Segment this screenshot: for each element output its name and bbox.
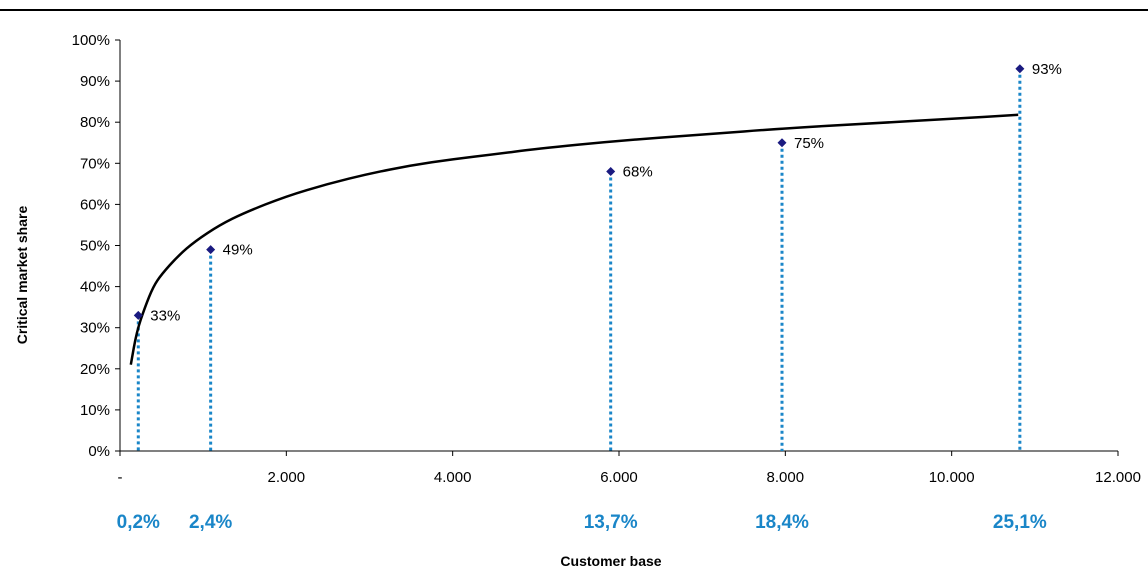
y-tick-label: 0%	[88, 443, 110, 460]
y-tick-label: 20%	[80, 361, 110, 378]
y-axis-title: Critical market share	[14, 206, 30, 345]
share-label: 13,7%	[584, 512, 638, 533]
data-point-marker	[777, 138, 787, 148]
data-label: 49%	[223, 242, 253, 259]
x-tick-label: 12.000	[1095, 469, 1141, 486]
data-label: 93%	[1032, 61, 1062, 78]
share-label: 18,4%	[755, 512, 809, 533]
data-point-marker	[1015, 64, 1025, 74]
share-label: 25,1%	[993, 512, 1047, 533]
x-tick-label: 4.000	[434, 469, 472, 486]
x-tick-label: 8.000	[767, 469, 805, 486]
y-tick-label: 70%	[80, 155, 110, 172]
trend-curve	[129, 113, 1019, 365]
data-label: 75%	[794, 135, 824, 152]
x-tick-label: -	[118, 469, 123, 486]
data-point-marker	[133, 310, 143, 320]
y-tick-label: 90%	[80, 73, 110, 90]
data-point-marker	[206, 245, 216, 255]
y-tick-label: 100%	[72, 32, 110, 49]
y-tick-label: 30%	[80, 320, 110, 337]
share-label: 0,2%	[117, 512, 160, 533]
top-rule	[0, 9, 1148, 11]
x-tick-label: 10.000	[929, 469, 975, 486]
x-tick-label: 6.000	[600, 469, 638, 486]
share-label: 2,4%	[189, 512, 232, 533]
x-tick-label: 2.000	[268, 469, 306, 486]
data-label: 68%	[623, 164, 653, 181]
y-tick-label: 60%	[80, 196, 110, 213]
data-label: 33%	[150, 307, 180, 324]
y-tick-label: 50%	[80, 238, 110, 255]
y-tick-label: 80%	[80, 114, 110, 131]
x-axis-title: Customer base	[560, 553, 661, 569]
data-point-marker	[606, 167, 616, 177]
y-tick-label: 40%	[80, 279, 110, 296]
y-tick-label: 10%	[80, 402, 110, 419]
